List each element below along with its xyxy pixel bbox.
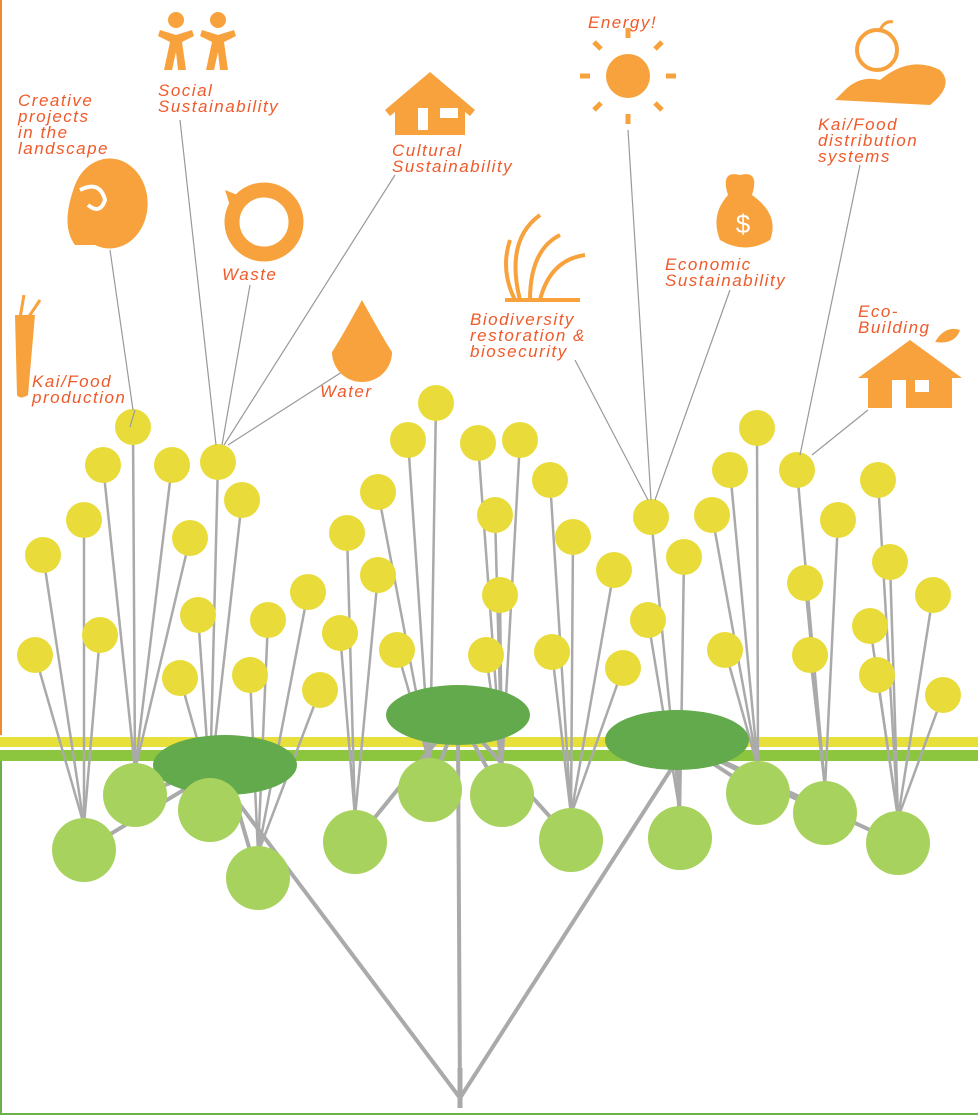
flower — [666, 539, 702, 575]
label: Sustainability — [158, 97, 279, 116]
diagram: $ Creativeprojectsin thelandscapeSocialS… — [0, 0, 978, 1116]
flower — [787, 565, 823, 601]
label: production — [31, 388, 126, 407]
flower — [712, 452, 748, 488]
stem — [571, 570, 614, 815]
flower — [154, 447, 190, 483]
flower — [115, 409, 151, 445]
stem — [103, 465, 135, 770]
flower — [477, 497, 513, 533]
branch-node — [470, 763, 534, 827]
flower — [360, 557, 396, 593]
branch-node — [398, 758, 462, 822]
stem — [135, 538, 190, 770]
flower — [555, 519, 591, 555]
flower — [232, 657, 268, 693]
stem — [898, 595, 933, 818]
flower — [633, 499, 669, 535]
flower — [329, 515, 365, 551]
flower — [605, 650, 641, 686]
flower — [390, 422, 426, 458]
flower — [482, 577, 518, 613]
flower — [180, 597, 216, 633]
flower — [172, 520, 208, 556]
flower — [852, 608, 888, 644]
stem — [680, 557, 684, 813]
flower — [860, 462, 896, 498]
stem — [878, 480, 898, 818]
stem — [133, 427, 135, 770]
branch-node — [52, 818, 116, 882]
flower — [224, 482, 260, 518]
label: landscape — [18, 139, 109, 158]
flower — [66, 502, 102, 538]
label: biosecurity — [470, 342, 568, 361]
flower — [290, 574, 326, 610]
branch-node — [323, 810, 387, 874]
flower — [250, 602, 286, 638]
flower — [694, 497, 730, 533]
label: Building — [858, 318, 931, 337]
branch-node — [539, 808, 603, 872]
label: Sustainability — [392, 157, 513, 176]
flower — [460, 425, 496, 461]
flower — [534, 634, 570, 670]
branch-node — [866, 811, 930, 875]
flower — [162, 660, 198, 696]
branch-node — [226, 846, 290, 910]
stem — [84, 635, 100, 825]
label: Energy! — [588, 13, 657, 32]
flower — [17, 637, 53, 673]
flower — [925, 677, 961, 713]
stem — [258, 620, 268, 853]
flower — [82, 617, 118, 653]
stem — [757, 428, 758, 768]
label: Sustainability — [665, 271, 786, 290]
flower — [468, 637, 504, 673]
label: Water — [320, 382, 373, 401]
flower — [418, 385, 454, 421]
flower — [915, 577, 951, 613]
flower — [200, 444, 236, 480]
flower — [779, 452, 815, 488]
branch-node — [178, 778, 242, 842]
flower — [707, 632, 743, 668]
branch-node — [793, 781, 857, 845]
dollar: $ — [736, 209, 751, 239]
stem — [355, 575, 378, 817]
stem — [43, 555, 84, 825]
flower — [792, 637, 828, 673]
flower — [859, 657, 895, 693]
stem — [135, 465, 172, 770]
flower — [502, 422, 538, 458]
flower — [25, 537, 61, 573]
label: systems — [818, 147, 891, 166]
flower — [322, 615, 358, 651]
label: Waste — [222, 265, 277, 284]
flower — [532, 462, 568, 498]
root-node — [386, 685, 530, 745]
branch-node — [648, 806, 712, 870]
branch-node — [103, 763, 167, 827]
stem — [571, 537, 573, 815]
flower — [596, 552, 632, 588]
flower — [379, 632, 415, 668]
flower — [630, 602, 666, 638]
flower — [302, 672, 338, 708]
root-node — [605, 710, 749, 770]
flower — [360, 474, 396, 510]
flower — [872, 544, 908, 580]
tree — [0, 385, 978, 1108]
flower — [739, 410, 775, 446]
flower — [820, 502, 856, 538]
flower — [85, 447, 121, 483]
branch-node — [726, 761, 790, 825]
